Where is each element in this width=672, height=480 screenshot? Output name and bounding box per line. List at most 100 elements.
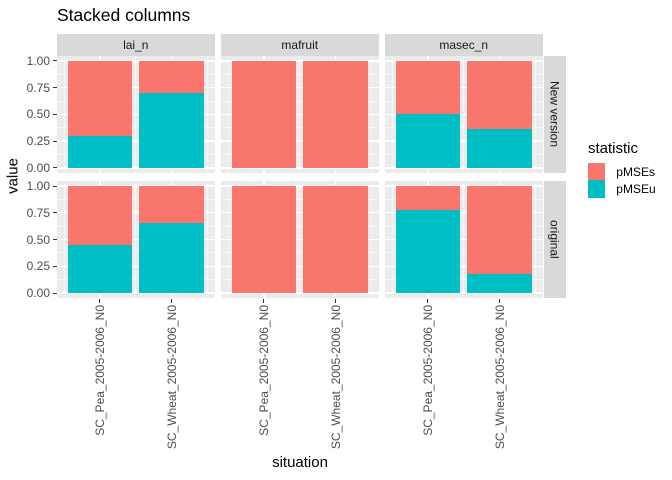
- gridline-minor-v: [370, 180, 372, 299]
- y-tick-label: 0.00: [26, 160, 50, 175]
- gridline-minor-v: [227, 180, 229, 299]
- gridline-minor-v: [370, 55, 372, 174]
- gridline-minor-v: [63, 55, 65, 174]
- chart-title: Stacked columns: [57, 5, 191, 25]
- facet-panel-masec_n-1: [385, 180, 543, 299]
- gridline-minor-v: [206, 55, 208, 174]
- x-tick-label: SC_Wheat_2005-2006_N0: [163, 305, 181, 457]
- legend-label-pmseu: pMSEu: [616, 181, 656, 196]
- facet-panel-mafruit-0: [221, 55, 379, 174]
- y-tick-label: 0.75: [26, 205, 50, 220]
- y-tick-label: 0.75: [26, 80, 50, 95]
- x-tick-label-text: SC_Wheat_2005-2006_N0: [492, 305, 507, 450]
- gridline-minor-v: [299, 180, 301, 299]
- x-tick-label-text: SC_Pea_2005-2006_N0: [256, 305, 271, 437]
- gridline-minor-v: [135, 180, 137, 299]
- y-tick-mark: [53, 167, 57, 169]
- bar-segment-pMSEs: [139, 186, 204, 224]
- facet-panel-lai_n-1: [57, 180, 215, 299]
- y-tick-label: 0.00: [26, 286, 50, 301]
- gridline-minor-v: [227, 55, 229, 174]
- y-tick-mark: [53, 292, 57, 294]
- bar-segment-pMSEs: [67, 60, 133, 136]
- gridline-minor-v: [391, 180, 393, 299]
- bar-segment-pMSEu: [139, 93, 204, 168]
- legend: statistic pMSEs pMSEu: [588, 140, 656, 198]
- bar-segment-pMSEs: [303, 186, 368, 294]
- gridline-minor-v: [63, 180, 65, 299]
- bar-segment-pMSEs: [231, 60, 297, 168]
- x-tick-mark: [263, 299, 265, 304]
- legend-item-pmses: pMSEs: [588, 163, 656, 181]
- legend-label-pmses: pMSEs: [616, 164, 655, 179]
- y-tick-mark: [53, 140, 57, 142]
- bar-segment-pMSEs: [395, 60, 461, 115]
- y-tick-mark: [53, 265, 57, 267]
- bar-segment-pMSEs: [467, 60, 532, 130]
- x-tick-label-text: SC_Wheat_2005-2006_N0: [164, 305, 179, 450]
- legend-title: statistic: [588, 140, 639, 157]
- y-tick-mark: [53, 212, 57, 214]
- bar-segment-pMSEu: [395, 209, 461, 294]
- y-tick-label: 0.50: [26, 107, 50, 122]
- gridline-minor-v: [391, 55, 393, 174]
- y-tick-label: 1.00: [26, 53, 50, 68]
- bar-segment-pMSEu: [139, 223, 204, 294]
- row-strip-original: original: [543, 180, 566, 299]
- facet-panel-lai_n-0: [57, 55, 215, 174]
- legend-swatch-pmseu: [588, 180, 606, 198]
- bar-segment-pMSEs: [467, 186, 532, 274]
- gridline-minor-v: [299, 55, 301, 174]
- y-tick-mark: [53, 239, 57, 241]
- x-tick-label: SC_Pea_2005-2006_N0: [255, 305, 273, 457]
- col-strip-masec_n: masec_n: [385, 33, 543, 56]
- bar-segment-pMSEu: [467, 273, 532, 294]
- gridline-minor-v: [534, 55, 536, 174]
- row-strip-label: New version: [547, 81, 562, 148]
- bar-segment-pMSEu: [395, 114, 461, 168]
- bar-segment-pMSEs: [231, 186, 297, 294]
- col-strip-lai_n: lai_n: [57, 33, 215, 56]
- col-strip-mafruit: mafruit: [221, 33, 379, 56]
- y-tick-mark: [53, 185, 57, 187]
- bar-segment-pMSEs: [67, 186, 133, 245]
- y-tick-label: 0.25: [26, 259, 50, 274]
- x-tick-label-text: SC_Wheat_2005-2006_N0: [328, 305, 343, 450]
- bar-segment-pMSEs: [303, 60, 368, 168]
- bar-segment-pMSEu: [67, 244, 133, 294]
- x-tick-mark: [335, 299, 337, 304]
- gridline-minor-v: [534, 180, 536, 299]
- y-tick-label: 1.00: [26, 179, 50, 194]
- gridline-minor-v: [463, 55, 465, 174]
- x-tick-label: SC_Pea_2005-2006_N0: [91, 305, 109, 457]
- x-tick-label-text: SC_Pea_2005-2006_N0: [420, 305, 435, 437]
- y-tick-mark: [53, 87, 57, 89]
- x-tick-label: SC_Wheat_2005-2006_N0: [491, 305, 509, 457]
- y-tick-mark: [53, 113, 57, 115]
- y-tick-label: 0.25: [26, 134, 50, 149]
- x-tick-mark: [427, 299, 429, 304]
- bar-segment-pMSEu: [467, 129, 532, 168]
- x-tick-label-text: SC_Pea_2005-2006_N0: [92, 305, 107, 437]
- gridline-minor-v: [206, 180, 208, 299]
- gridline-minor-v: [135, 55, 137, 174]
- x-tick-label: SC_Pea_2005-2006_N0: [419, 305, 437, 457]
- x-tick-mark: [499, 299, 501, 304]
- y-tick-label: 0.50: [26, 232, 50, 247]
- facet-panel-mafruit-1: [221, 180, 379, 299]
- facet-panel-masec_n-0: [385, 55, 543, 174]
- x-axis-title: situation: [272, 454, 328, 471]
- bar-segment-pMSEs: [395, 186, 461, 210]
- legend-swatch-pmses: [588, 163, 606, 181]
- x-tick-mark: [99, 299, 101, 304]
- legend-item-pmseu: pMSEu: [588, 180, 656, 198]
- x-tick-mark: [171, 299, 173, 304]
- y-tick-mark: [53, 60, 57, 62]
- bar-segment-pMSEu: [67, 135, 133, 168]
- bar-segment-pMSEs: [139, 60, 204, 94]
- gridline-minor-v: [463, 180, 465, 299]
- row-strip-label: original: [547, 220, 562, 259]
- row-strip-new-version: New version: [543, 55, 566, 174]
- x-tick-label: SC_Wheat_2005-2006_N0: [327, 305, 345, 457]
